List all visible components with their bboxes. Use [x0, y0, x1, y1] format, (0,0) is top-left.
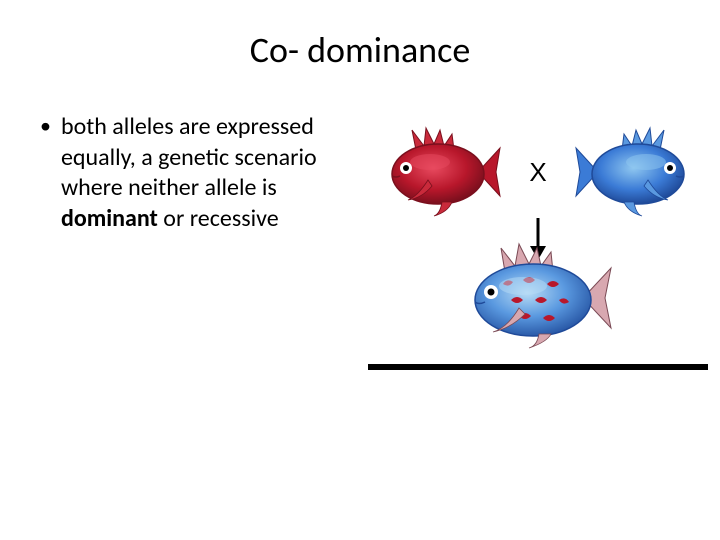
cross-symbol: X [529, 157, 546, 188]
bullet-part-2: or recessive [158, 204, 279, 233]
bullet-bold: dominant [61, 204, 158, 233]
diagram-frame: X [368, 112, 708, 370]
parents-row: X [368, 126, 708, 218]
offspring-container [463, 242, 613, 350]
image-column: X [368, 112, 708, 370]
bullet-text: both alleles are expressed equally, a ge… [61, 112, 360, 235]
slide: Co- dominance • both alleles are express… [0, 0, 720, 540]
content-row: • both alleles are expressed equally, a … [40, 112, 680, 370]
bullet-dot-icon: • [40, 112, 51, 141]
text-column: • both alleles are expressed equally, a … [40, 112, 360, 235]
blue-fish-icon [574, 126, 694, 218]
red-fish-icon [382, 126, 502, 218]
offspring-fish-icon [463, 242, 613, 350]
bullet-item: • both alleles are expressed equally, a … [40, 112, 360, 235]
bullet-part-1: both alleles are expressed equally, a ge… [61, 112, 317, 202]
slide-title: Co- dominance [40, 28, 680, 72]
